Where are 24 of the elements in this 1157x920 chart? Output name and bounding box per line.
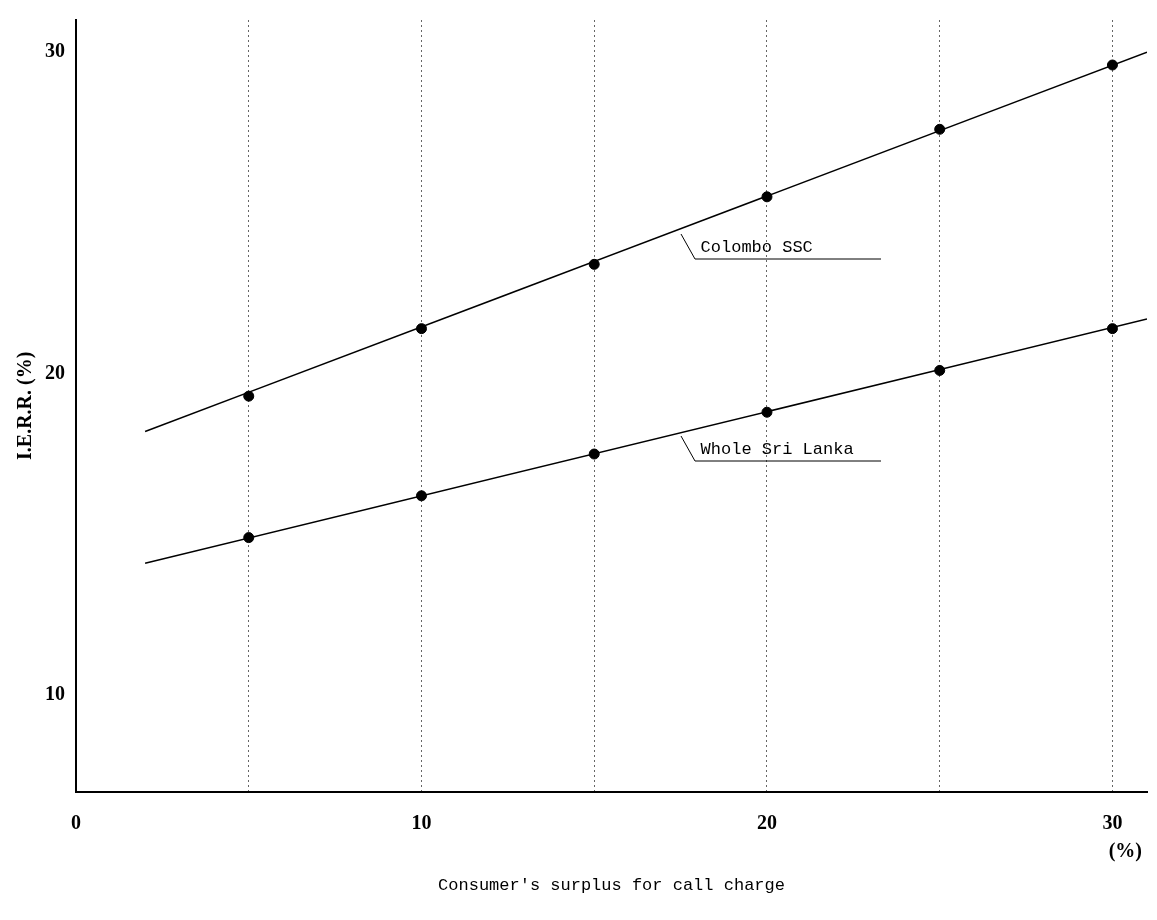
point [761,191,773,203]
y-tick-label: 30 [45,39,65,62]
point [588,448,600,460]
y-tick-label: 10 [45,682,65,705]
y-axis-title: I.E.R.R. (%) [13,351,37,460]
point [934,364,946,376]
point [243,390,255,402]
point [934,123,946,135]
x-axis-title: Consumer's surplus for call charge [438,876,785,896]
point [1106,323,1118,335]
point [588,258,600,270]
point [761,406,773,418]
series-label: Whole Sri Lanka [700,440,854,460]
text: Colombo SSC [700,237,813,257]
point [1106,59,1118,71]
text: (%) [1108,838,1142,862]
x-tick-label: 0 [71,810,81,833]
y-tick-label: 20 [45,360,65,383]
x-tick-label: 20 [756,810,777,833]
x-tick-label: 10 [411,810,432,833]
x-tick-label: 30 [1102,810,1123,833]
point [243,532,255,544]
point [415,490,427,502]
point [415,323,427,335]
